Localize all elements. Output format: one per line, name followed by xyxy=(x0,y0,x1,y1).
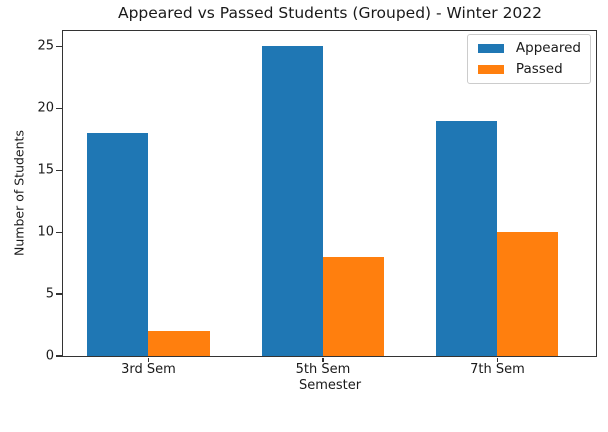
bar-passed-5th-sem xyxy=(322,256,385,356)
x-tick-mark xyxy=(147,357,150,362)
x-tick-mark xyxy=(496,357,499,362)
bar-appeared-5th-sem xyxy=(261,46,323,356)
chart-title: Appeared vs Passed Students (Grouped) - … xyxy=(117,4,543,22)
y-tick-label: 10 xyxy=(37,224,54,240)
y-tick-label: 15 xyxy=(37,162,54,178)
legend-item-appeared: Appeared xyxy=(477,40,581,56)
x-axis-label: Semester xyxy=(298,378,362,393)
y-tick-mark xyxy=(56,355,62,357)
y-tick-mark xyxy=(56,231,62,233)
y-tick-mark xyxy=(56,293,62,295)
y-tick-label: 5 xyxy=(45,286,54,302)
y-tick-label: 20 xyxy=(37,100,54,116)
x-tick-label: 5th Sem xyxy=(295,362,351,377)
y-tick-mark xyxy=(56,169,62,171)
legend-item-passed: Passed xyxy=(477,60,581,77)
legend-label: Appeared xyxy=(515,40,581,56)
legend-label: Passed xyxy=(515,60,563,77)
y-tick-label: 0 xyxy=(45,348,54,364)
legend-swatch-appeared xyxy=(477,43,504,53)
x-tick-label: 3rd Sem xyxy=(121,362,176,377)
bar-appeared-3rd-sem xyxy=(87,133,149,356)
legend-swatch-passed xyxy=(477,64,504,74)
plot-area: Appeared Passed 0 5 10 15 20 25 3rd Sem 5th Sem 7… xyxy=(37,30,597,376)
y-tick-label: 25 xyxy=(37,38,54,54)
bar-appeared-7th-sem xyxy=(436,120,498,356)
x-tick-label: 7th Sem xyxy=(470,362,525,377)
bar-passed-7th-sem xyxy=(497,232,559,356)
legend: Appeared Passed xyxy=(466,34,591,84)
bar-passed-3rd-sem xyxy=(148,331,210,356)
y-tick-mark xyxy=(56,107,62,110)
x-tick-mark xyxy=(322,357,324,362)
y-axis-label: Number of Students xyxy=(11,130,27,256)
y-tick-mark xyxy=(56,45,62,48)
